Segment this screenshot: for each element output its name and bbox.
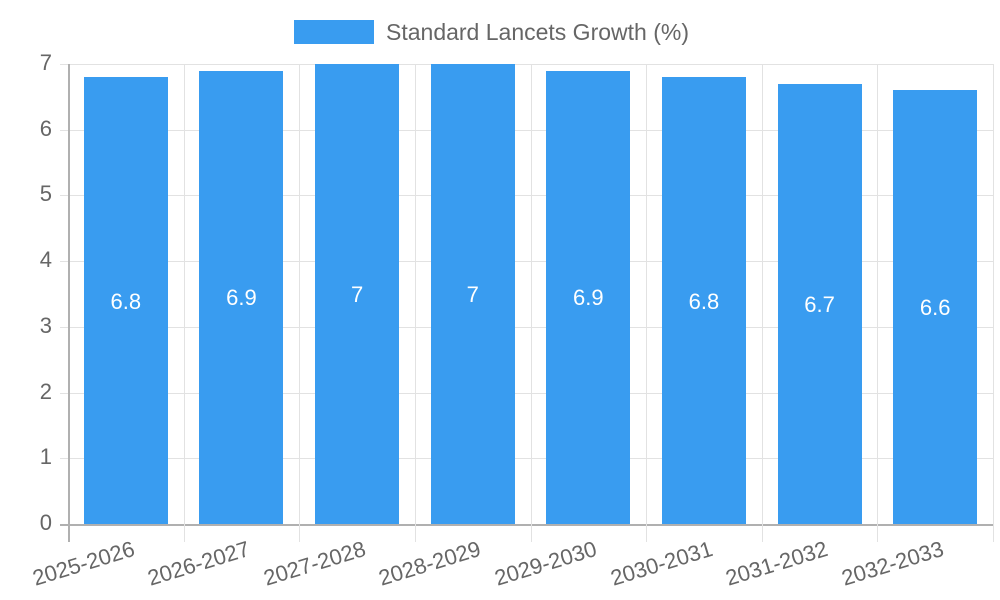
gridline-vertical: [183, 64, 185, 542]
bar[interactable]: [83, 77, 168, 524]
data-label: 7: [350, 282, 364, 307]
gridline-horizontal: [60, 195, 993, 197]
gridline-vertical: [646, 64, 648, 542]
x-tick-label: 2031-2032: [722, 536, 831, 591]
y-tick-label: 4: [39, 247, 52, 273]
data-label: 6.8: [110, 288, 142, 314]
x-tick-label: 2029-2030: [491, 536, 600, 591]
gridline-vertical: [299, 64, 301, 542]
y-tick-label: 1: [39, 444, 52, 470]
bar[interactable]: [430, 64, 515, 524]
x-tick-label: 2027-2028: [260, 536, 369, 591]
bar[interactable]: [199, 70, 284, 524]
legend-swatch: [294, 20, 374, 44]
gridline-horizontal: [60, 326, 993, 328]
data-label: 6.9: [573, 285, 604, 311]
bar[interactable]: [661, 77, 746, 524]
gridline-horizontal: [60, 64, 993, 65]
data-label: 6.6: [919, 295, 951, 321]
y-tick-label: 6: [39, 115, 52, 141]
legend-label: Standard Lancets Growth (%): [386, 18, 689, 45]
gridline-vertical: [877, 64, 879, 542]
gridline-vertical: [761, 64, 763, 542]
bar[interactable]: [777, 83, 862, 524]
bar[interactable]: [893, 90, 978, 524]
gridline-vertical: [414, 64, 416, 542]
gridline-horizontal: [60, 392, 993, 394]
data-label: 6.7: [804, 291, 835, 317]
gridline-horizontal: [60, 129, 993, 131]
data-label: 6.8: [688, 288, 720, 314]
gridline-horizontal: [60, 458, 993, 460]
x-tick-label: 2026-2027: [144, 536, 253, 591]
bar[interactable]: [546, 70, 631, 524]
x-tick-label: 2032-2033: [838, 536, 947, 591]
bar[interactable]: [315, 64, 400, 524]
x-tick-label: 2030-2031: [607, 536, 716, 591]
y-tick-label: 0: [39, 510, 52, 535]
y-tick-label: 5: [39, 181, 52, 207]
x-tick-label: 2028-2029: [376, 536, 484, 591]
data-label: 7: [466, 282, 479, 307]
gridline-horizontal: [60, 524, 993, 526]
gridline-vertical: [530, 64, 532, 542]
gridline-vertical: [68, 64, 70, 542]
x-tick-label: 2025-2026: [29, 536, 138, 591]
y-tick-label: 3: [39, 312, 52, 338]
y-tick-label: 2: [39, 378, 52, 404]
gridline-vertical: [993, 64, 994, 542]
legend[interactable]: Standard Lancets Growth (%): [294, 19, 689, 45]
y-tick-label: 7: [39, 50, 52, 75]
data-label: 6.9: [226, 285, 257, 311]
gridline-horizontal: [60, 261, 993, 263]
